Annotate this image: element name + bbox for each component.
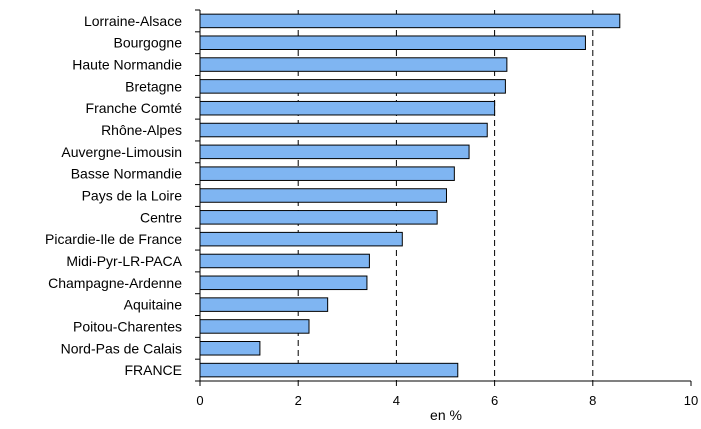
category-label: Champagne-Ardenne xyxy=(48,275,182,291)
x-tick-label: 2 xyxy=(295,393,302,408)
category-label: Picardie-Ile de France xyxy=(45,231,182,247)
category-label: Pays de la Loire xyxy=(82,188,183,204)
bar-picardie-ile-de-france xyxy=(199,231,403,247)
bar-nord-pas-de-calais xyxy=(199,340,261,356)
bar-basse-normandie xyxy=(199,166,455,181)
bar-midi-pyr-lr-paca xyxy=(199,253,370,269)
bar-pays-de-la-loire xyxy=(199,188,447,203)
bar-bretagne xyxy=(199,79,506,94)
bars-layer xyxy=(199,13,621,378)
bar-poitou-charentes xyxy=(199,319,310,334)
x-tick-label: 4 xyxy=(393,393,400,408)
category-label: FRANCE xyxy=(124,362,182,378)
category-label: Auvergne-Limousin xyxy=(61,144,182,160)
axes-layer xyxy=(195,9,691,382)
bar-franche-comt- xyxy=(199,100,496,116)
category-label: Lorraine-Alsace xyxy=(84,13,182,29)
bar-champagne-ardenne xyxy=(199,275,368,291)
category-label: Bourgogne xyxy=(113,35,182,51)
category-label: Poitou-Charentes xyxy=(73,318,182,334)
category-label: Haute Normandie xyxy=(72,57,182,73)
category-label: Basse Normandie xyxy=(71,166,182,182)
x-axis-title: en % xyxy=(430,407,462,423)
category-labels: Lorraine-Alsace Bourgogne Haute Normandie B… xyxy=(45,13,183,378)
x-tick-label: 10 xyxy=(684,393,698,408)
x-ticks: 0 2 4 6 8 10 xyxy=(196,381,698,408)
bar-rh-ne-alpes xyxy=(199,122,488,138)
category-label: Midi-Pyr-LR-PACA xyxy=(66,253,182,269)
category-label: Aquitaine xyxy=(124,297,183,313)
bar-aquitaine xyxy=(199,297,329,312)
bar-centre xyxy=(199,210,438,225)
category-label: Rhône-Alpes xyxy=(101,122,182,138)
category-label: Franche Comté xyxy=(86,100,183,116)
x-tick-label: 0 xyxy=(196,393,203,408)
x-tick-label: 8 xyxy=(589,393,596,408)
bar-haute-normandie xyxy=(199,57,508,72)
category-label: Nord-Pas de Calais xyxy=(61,340,182,356)
x-tick-label: 6 xyxy=(491,393,498,408)
bar-auvergne-limousin xyxy=(199,144,470,160)
bar-lorraine-alsace xyxy=(199,13,621,29)
bar-bourgogne xyxy=(199,35,586,51)
category-label: Bretagne xyxy=(125,78,182,94)
category-label: Centre xyxy=(140,209,182,225)
bar-france xyxy=(199,362,459,378)
